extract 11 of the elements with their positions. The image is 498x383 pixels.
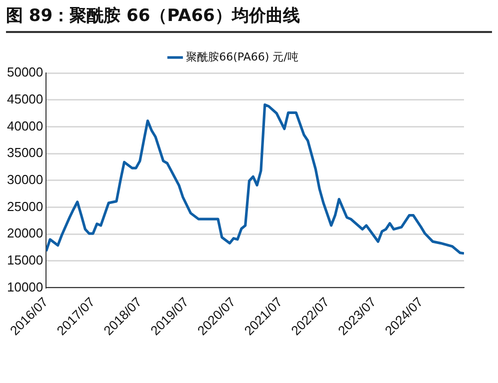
- y-tick-label: 10000: [6, 279, 44, 294]
- y-tick-label: 25000: [6, 198, 44, 214]
- y-tick-label: 45000: [6, 91, 44, 106]
- y-tick-label: 35000: [6, 145, 44, 160]
- y-tick-label: 20000: [6, 226, 44, 241]
- y-tick-label: 40000: [6, 118, 44, 134]
- legend-label: 聚酰胺66(PA66) 元/吨: [186, 50, 298, 64]
- y-tick-label: 15000: [6, 252, 44, 268]
- chart-title: 图 89：聚酰胺 66（PA66）均价曲线: [6, 4, 492, 33]
- y-tick-label: 30000: [6, 172, 44, 187]
- y-tick-label: 50000: [6, 64, 44, 80]
